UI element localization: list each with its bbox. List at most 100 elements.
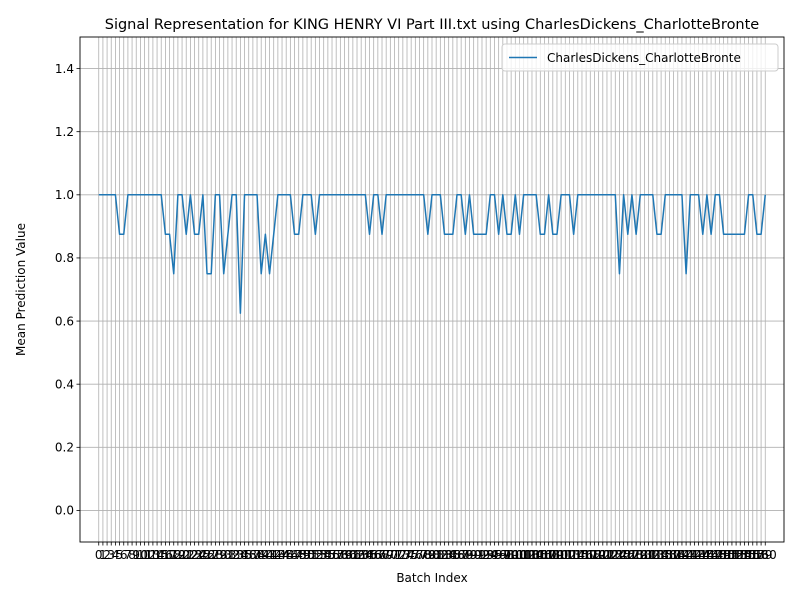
y-tick-label: 0.8 xyxy=(55,251,74,265)
x-tick-label: 53 xyxy=(312,548,327,562)
x-tick-label: 10 xyxy=(133,548,148,562)
x-tick-label: 137 xyxy=(658,548,681,562)
x-tick-label: 1 xyxy=(99,548,107,562)
x-tick-label: 36 xyxy=(241,548,256,562)
x-tick-label: 121 xyxy=(591,548,614,562)
x-tick-label: 92 xyxy=(474,548,489,562)
x-tick-label: 101 xyxy=(508,548,531,562)
x-tick-label: 18 xyxy=(166,548,181,562)
y-axis-label: Mean Prediction Value xyxy=(14,223,28,356)
x-tick-label: 27 xyxy=(204,548,219,562)
x-tick-label: 145 xyxy=(691,548,714,562)
x-tick-label: 8 xyxy=(128,548,136,562)
x-tick-label: 16 xyxy=(158,548,173,562)
x-tick-label: 129 xyxy=(625,548,648,562)
x-tick-label: 48 xyxy=(291,548,306,562)
x-tick-label: 75 xyxy=(404,548,419,562)
x-tick-label: 99 xyxy=(504,548,519,562)
x-tick-label: 90 xyxy=(466,548,481,562)
x-tick-label: 134 xyxy=(645,548,668,562)
x-tick-label: 22 xyxy=(183,548,198,562)
x-tick-label: 28 xyxy=(208,548,223,562)
x-tick-label: 80 xyxy=(424,548,439,562)
x-tick-label: 111 xyxy=(550,548,573,562)
x-tick-label: 13 xyxy=(145,548,160,562)
x-tick-label: 117 xyxy=(575,548,598,562)
x-tick-label: 66 xyxy=(366,548,381,562)
x-tick-label: 82 xyxy=(433,548,448,562)
x-tick-label: 19 xyxy=(170,548,185,562)
x-tick-label: 113 xyxy=(558,548,581,562)
y-tick-label: 0.2 xyxy=(55,441,74,455)
x-tick-label: 23 xyxy=(187,548,202,562)
x-tick-label: 39 xyxy=(254,548,269,562)
x-tick-label: 112 xyxy=(554,548,577,562)
x-tick-label: 63 xyxy=(354,548,369,562)
x-tick-label: 136 xyxy=(654,548,677,562)
x-tick-label: 100 xyxy=(504,548,527,562)
x-tick-label: 135 xyxy=(650,548,673,562)
x-tick-label: 106 xyxy=(529,548,552,562)
x-tick-label: 74 xyxy=(399,548,414,562)
x-tick-label: 87 xyxy=(454,548,469,562)
x-tick-label: 155 xyxy=(733,548,756,562)
x-tick-label: 33 xyxy=(229,548,244,562)
y-tick-label: 0.4 xyxy=(55,377,74,391)
x-tick-label: 47 xyxy=(287,548,302,562)
x-tick-label: 125 xyxy=(608,548,631,562)
x-tick-label: 79 xyxy=(420,548,435,562)
x-tick-label: 2 xyxy=(103,548,111,562)
x-tick-label: 69 xyxy=(379,548,394,562)
x-tick-label: 142 xyxy=(679,548,702,562)
x-tick-label: 85 xyxy=(445,548,460,562)
x-tick-label: 150 xyxy=(712,548,735,562)
x-tick-label: 64 xyxy=(358,548,373,562)
x-tick-label: 58 xyxy=(333,548,348,562)
x-tick-label: 42 xyxy=(266,548,281,562)
x-tick-label: 88 xyxy=(458,548,473,562)
x-tick-label: 156 xyxy=(737,548,760,562)
x-tick-label: 141 xyxy=(675,548,698,562)
x-tick-label: 132 xyxy=(637,548,660,562)
x-tick-label: 115 xyxy=(566,548,589,562)
x-tick-label: 107 xyxy=(533,548,556,562)
series-line xyxy=(98,194,766,314)
x-tick-label: 9 xyxy=(132,548,140,562)
x-tick-label: 76 xyxy=(408,548,423,562)
x-tick-label: 149 xyxy=(708,548,731,562)
x-tick-label: 77 xyxy=(412,548,427,562)
data-series-layer xyxy=(98,194,766,314)
x-tick-label: 43 xyxy=(270,548,285,562)
x-tick-label: 68 xyxy=(374,548,389,562)
x-axis-label: Batch Index xyxy=(396,571,467,585)
x-tick-label: 7 xyxy=(124,548,132,562)
x-tick-label: 140 xyxy=(670,548,693,562)
x-tick-label: 105 xyxy=(525,548,548,562)
x-tick-label: 31 xyxy=(220,548,235,562)
x-tick-label: 71 xyxy=(387,548,402,562)
x-tick-label: 78 xyxy=(416,548,431,562)
x-tick-label: 109 xyxy=(541,548,564,562)
x-tick-label: 45 xyxy=(279,548,294,562)
x-tick-label: 153 xyxy=(725,548,748,562)
x-tick-label: 50 xyxy=(299,548,314,562)
x-tick-label: 94 xyxy=(483,548,498,562)
x-tick-label: 83 xyxy=(437,548,452,562)
x-tick-label: 147 xyxy=(700,548,723,562)
x-tick-label: 3 xyxy=(107,548,115,562)
x-tick-label: 25 xyxy=(195,548,210,562)
x-tick-label: 49 xyxy=(295,548,310,562)
x-tick-label: 67 xyxy=(370,548,385,562)
x-tick-label: 123 xyxy=(600,548,623,562)
x-tick-label: 11 xyxy=(137,548,152,562)
x-tick-label: 34 xyxy=(233,548,248,562)
x-tick-label: 52 xyxy=(308,548,323,562)
x-tick-label: 127 xyxy=(616,548,639,562)
x-tick-label: 124 xyxy=(604,548,627,562)
x-tick-label: 24 xyxy=(191,548,206,562)
x-tick-label: 138 xyxy=(662,548,685,562)
x-tick-label: 103 xyxy=(516,548,539,562)
x-tick-label: 98 xyxy=(499,548,514,562)
